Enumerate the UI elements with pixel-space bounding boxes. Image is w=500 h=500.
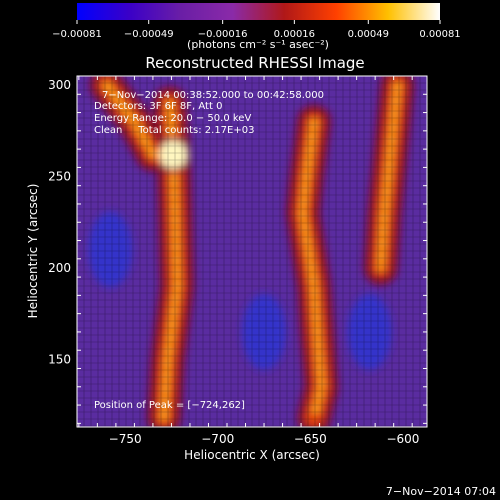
- annotation-counts: Clean Total counts: 2.17E+03: [94, 125, 254, 136]
- peak-marker: [159, 140, 188, 169]
- dark-region-left-blue: [88, 211, 133, 288]
- colorbar-tick-label: −0.00049: [124, 29, 174, 40]
- x-tick-label: −700: [201, 432, 234, 446]
- chart-title: Reconstructed RHESSI Image: [145, 54, 364, 72]
- heatmap-image: [77, 76, 427, 427]
- axis-ticks: −750 −700 −650 −600 150 200 250 300: [48, 75, 427, 446]
- annotation-time: 7−Nov−2014 00:38:52.000 to 00:42:58.000: [102, 90, 324, 101]
- x-tick-label: −750: [109, 432, 142, 446]
- y-axis-label: Heliocentric Y (arcsec): [26, 184, 40, 319]
- y-tick-label: 300: [48, 78, 71, 92]
- x-tick-label: −650: [294, 432, 327, 446]
- plot-frame: [76, 75, 428, 428]
- colorbar-tick-label: −0.00081: [52, 29, 102, 40]
- far-right-ridge-core: [377, 82, 401, 271]
- colorbar-tick-label: 0.00049: [348, 29, 389, 40]
- dark-region-right-blue: [347, 293, 392, 370]
- dark-region-center-blue: [242, 293, 287, 370]
- footer-timestamp: 7−Nov−2014 07:04: [386, 485, 496, 498]
- colorbar-ticks: −0.00081 −0.00049 −0.00016 0.00016 0.00049 0.…: [52, 20, 461, 40]
- x-tick-label: −600: [386, 432, 419, 446]
- right-ridge-core: [299, 118, 325, 421]
- colorbar-tick-label: 0.00016: [274, 29, 315, 40]
- y-tick-label: 200: [48, 261, 71, 275]
- colorbar-label: (photons cm⁻² s⁻¹ asec⁻²): [187, 38, 329, 51]
- x-axis-label: Heliocentric X (arcsec): [184, 448, 320, 462]
- colorbar-tick-label: −0.00016: [198, 29, 248, 40]
- y-tick-label: 250: [48, 170, 71, 184]
- y-tick-label: 150: [48, 352, 71, 366]
- peak-position-label: Position of Peak = [−724,262]: [94, 400, 245, 411]
- observation-info: 7−Nov−2014 00:38:52.000 to 00:42:58.000 …: [94, 90, 324, 136]
- colorbar: [77, 3, 440, 20]
- annotation-detectors: Detectors: 3F 6F 8F, Att 0: [94, 101, 222, 112]
- annotation-energy: Energy Range: 20.0 − 50.0 keV: [94, 113, 251, 124]
- colorbar-tick-label: 0.00081: [419, 29, 460, 40]
